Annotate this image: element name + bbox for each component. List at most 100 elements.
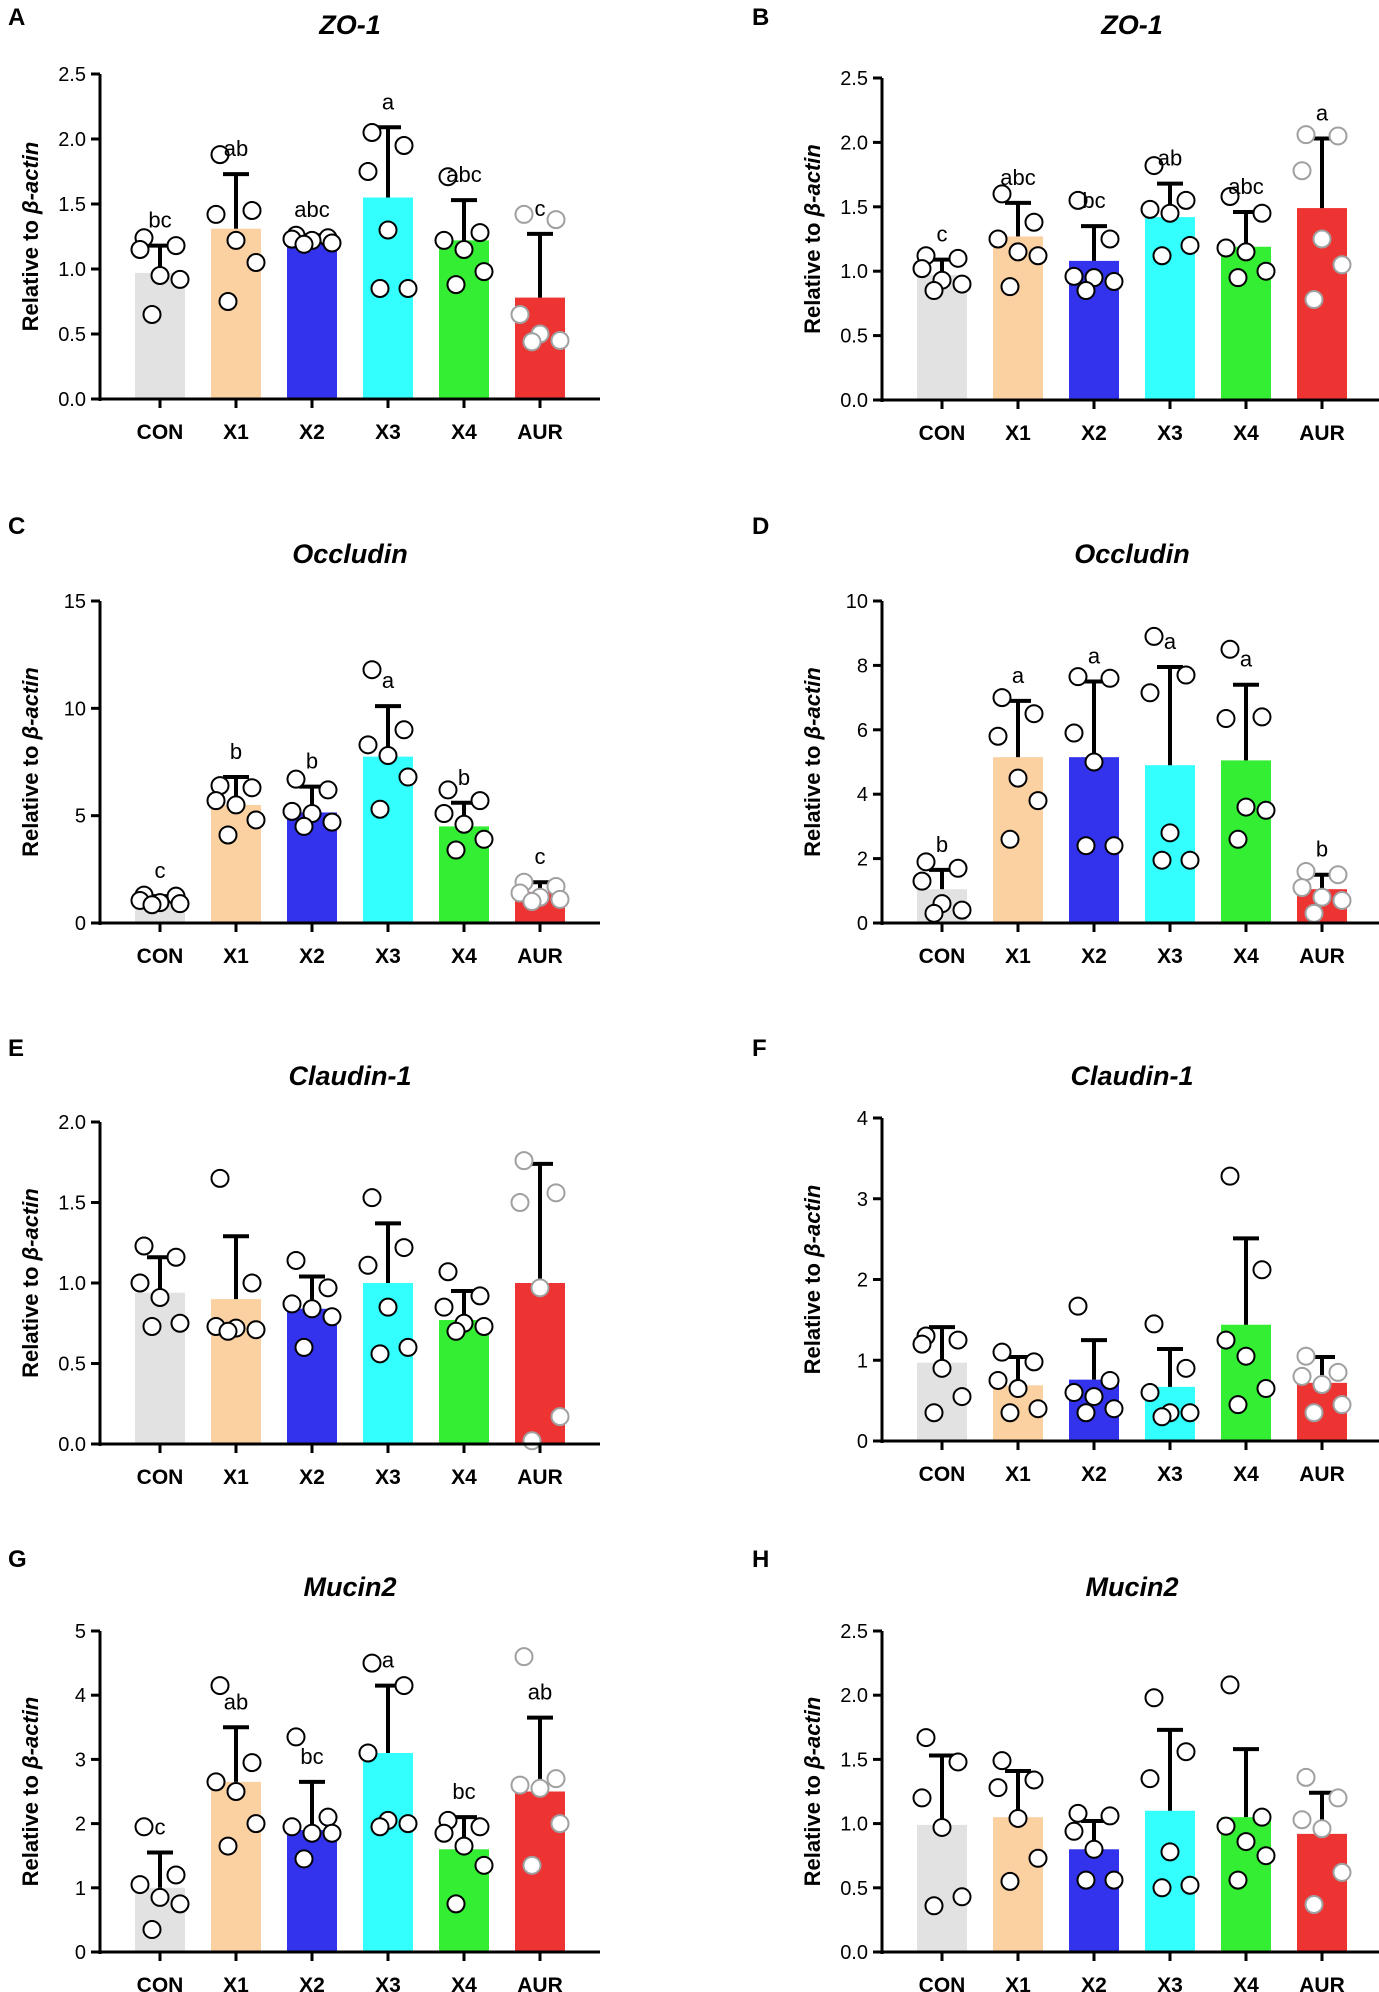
x-tick-label: X1 bbox=[223, 1974, 249, 1992]
data-point bbox=[1140, 683, 1160, 703]
panel-b: B ZO-1 Relative to β-actin c CON abc X1 bc X2 ab X… bbox=[752, 4, 1379, 445]
data-point bbox=[1220, 186, 1240, 206]
data-point bbox=[322, 233, 342, 253]
y-tick-label: 0 bbox=[75, 913, 86, 935]
data-point bbox=[988, 229, 1008, 249]
data-point bbox=[916, 852, 936, 872]
data-point bbox=[1312, 1374, 1332, 1394]
x-tick-label: X3 bbox=[1157, 1974, 1183, 1992]
data-point bbox=[242, 778, 262, 798]
data-point bbox=[210, 1168, 230, 1188]
significance-letter: c bbox=[535, 196, 546, 221]
data-point bbox=[434, 804, 454, 824]
data-point bbox=[434, 1297, 454, 1317]
data-point bbox=[1236, 242, 1256, 262]
data-point bbox=[530, 1278, 550, 1298]
data-point bbox=[1152, 850, 1172, 870]
data-point bbox=[1312, 887, 1332, 907]
data-point bbox=[170, 269, 190, 289]
data-point bbox=[1304, 1403, 1324, 1423]
y-axis-label: Relative to β-actin bbox=[800, 1697, 825, 1887]
y-tick-label: 6 bbox=[857, 720, 868, 742]
chart-title: Claudin-1 bbox=[1070, 1061, 1193, 1091]
y-axis-label: Relative to β-actin bbox=[18, 142, 43, 332]
data-point bbox=[394, 720, 414, 740]
data-point bbox=[322, 1823, 342, 1843]
x-tick-label: X3 bbox=[375, 945, 401, 968]
panel-letter: E bbox=[8, 1035, 24, 1062]
x-tick-label: X2 bbox=[1081, 1974, 1107, 1992]
bar-x1 bbox=[211, 1781, 261, 1952]
data-point bbox=[1104, 1399, 1124, 1419]
data-point bbox=[1216, 1816, 1236, 1836]
data-point bbox=[1100, 668, 1120, 688]
x-tick-label: AUR bbox=[1299, 1463, 1345, 1486]
significance-letter: a bbox=[1164, 629, 1177, 654]
chart-title: Occludin bbox=[1074, 539, 1190, 569]
data-point bbox=[1100, 229, 1120, 249]
data-point bbox=[1068, 190, 1088, 210]
significance-letter: b bbox=[458, 765, 470, 790]
data-point bbox=[1252, 1260, 1272, 1280]
data-point bbox=[1000, 1403, 1020, 1423]
bar-x4 bbox=[439, 1320, 489, 1444]
x-tick-label: AUR bbox=[1299, 422, 1345, 445]
data-point bbox=[150, 266, 170, 285]
data-point bbox=[952, 274, 972, 294]
data-point bbox=[130, 1875, 150, 1895]
data-point bbox=[550, 1814, 570, 1834]
data-point bbox=[1028, 246, 1048, 266]
data-point bbox=[446, 840, 466, 860]
data-point bbox=[362, 1188, 382, 1208]
data-point bbox=[142, 305, 162, 324]
y-tick-label: 2.5 bbox=[840, 1621, 868, 1643]
panel-letter: C bbox=[8, 513, 25, 540]
data-point bbox=[1144, 626, 1164, 646]
data-point bbox=[394, 136, 414, 155]
data-point bbox=[470, 791, 490, 811]
data-point bbox=[1068, 1803, 1088, 1823]
data-point bbox=[282, 1817, 302, 1837]
data-point bbox=[394, 1676, 414, 1696]
panel-letter: A bbox=[8, 4, 25, 31]
data-point bbox=[1176, 1358, 1196, 1378]
data-point bbox=[912, 1334, 932, 1354]
data-point bbox=[446, 275, 466, 295]
significance-letter: ab bbox=[528, 1680, 552, 1705]
data-point bbox=[166, 236, 186, 256]
y-axis-label: Relative to β-actin bbox=[800, 144, 825, 334]
data-point bbox=[150, 1287, 170, 1307]
data-point bbox=[1236, 1832, 1256, 1852]
bar-x3 bbox=[1145, 765, 1195, 923]
data-point bbox=[218, 292, 238, 311]
data-point bbox=[924, 1403, 944, 1423]
data-point bbox=[1076, 1403, 1096, 1423]
y-tick-label: 0.0 bbox=[840, 1942, 868, 1964]
y-axis-label: Relative to β-actin bbox=[18, 667, 43, 857]
data-point bbox=[948, 1330, 968, 1350]
data-point bbox=[1252, 203, 1272, 223]
y-tick-label: 2.0 bbox=[58, 1112, 86, 1134]
data-point bbox=[318, 1807, 338, 1827]
data-point bbox=[166, 1247, 186, 1267]
data-point bbox=[912, 871, 932, 891]
data-point bbox=[514, 1647, 534, 1667]
data-point bbox=[1304, 290, 1324, 310]
data-point bbox=[1296, 125, 1316, 145]
data-point bbox=[948, 248, 968, 268]
data-point bbox=[358, 735, 378, 755]
data-point bbox=[226, 1782, 246, 1801]
data-point bbox=[1220, 639, 1240, 659]
data-point bbox=[454, 240, 474, 259]
significance-letter: a bbox=[1012, 663, 1025, 688]
data-point bbox=[286, 1250, 306, 1270]
y-tick-label: 4 bbox=[75, 1685, 86, 1707]
y-tick-label: 1.0 bbox=[840, 261, 868, 283]
significance-letter: a bbox=[1316, 101, 1329, 126]
x-tick-label: CON bbox=[919, 1463, 966, 1486]
data-point bbox=[530, 1778, 550, 1798]
data-point bbox=[242, 201, 262, 220]
data-point bbox=[322, 1307, 342, 1327]
data-point bbox=[1152, 1407, 1172, 1427]
y-tick-label: 2.0 bbox=[840, 132, 868, 154]
